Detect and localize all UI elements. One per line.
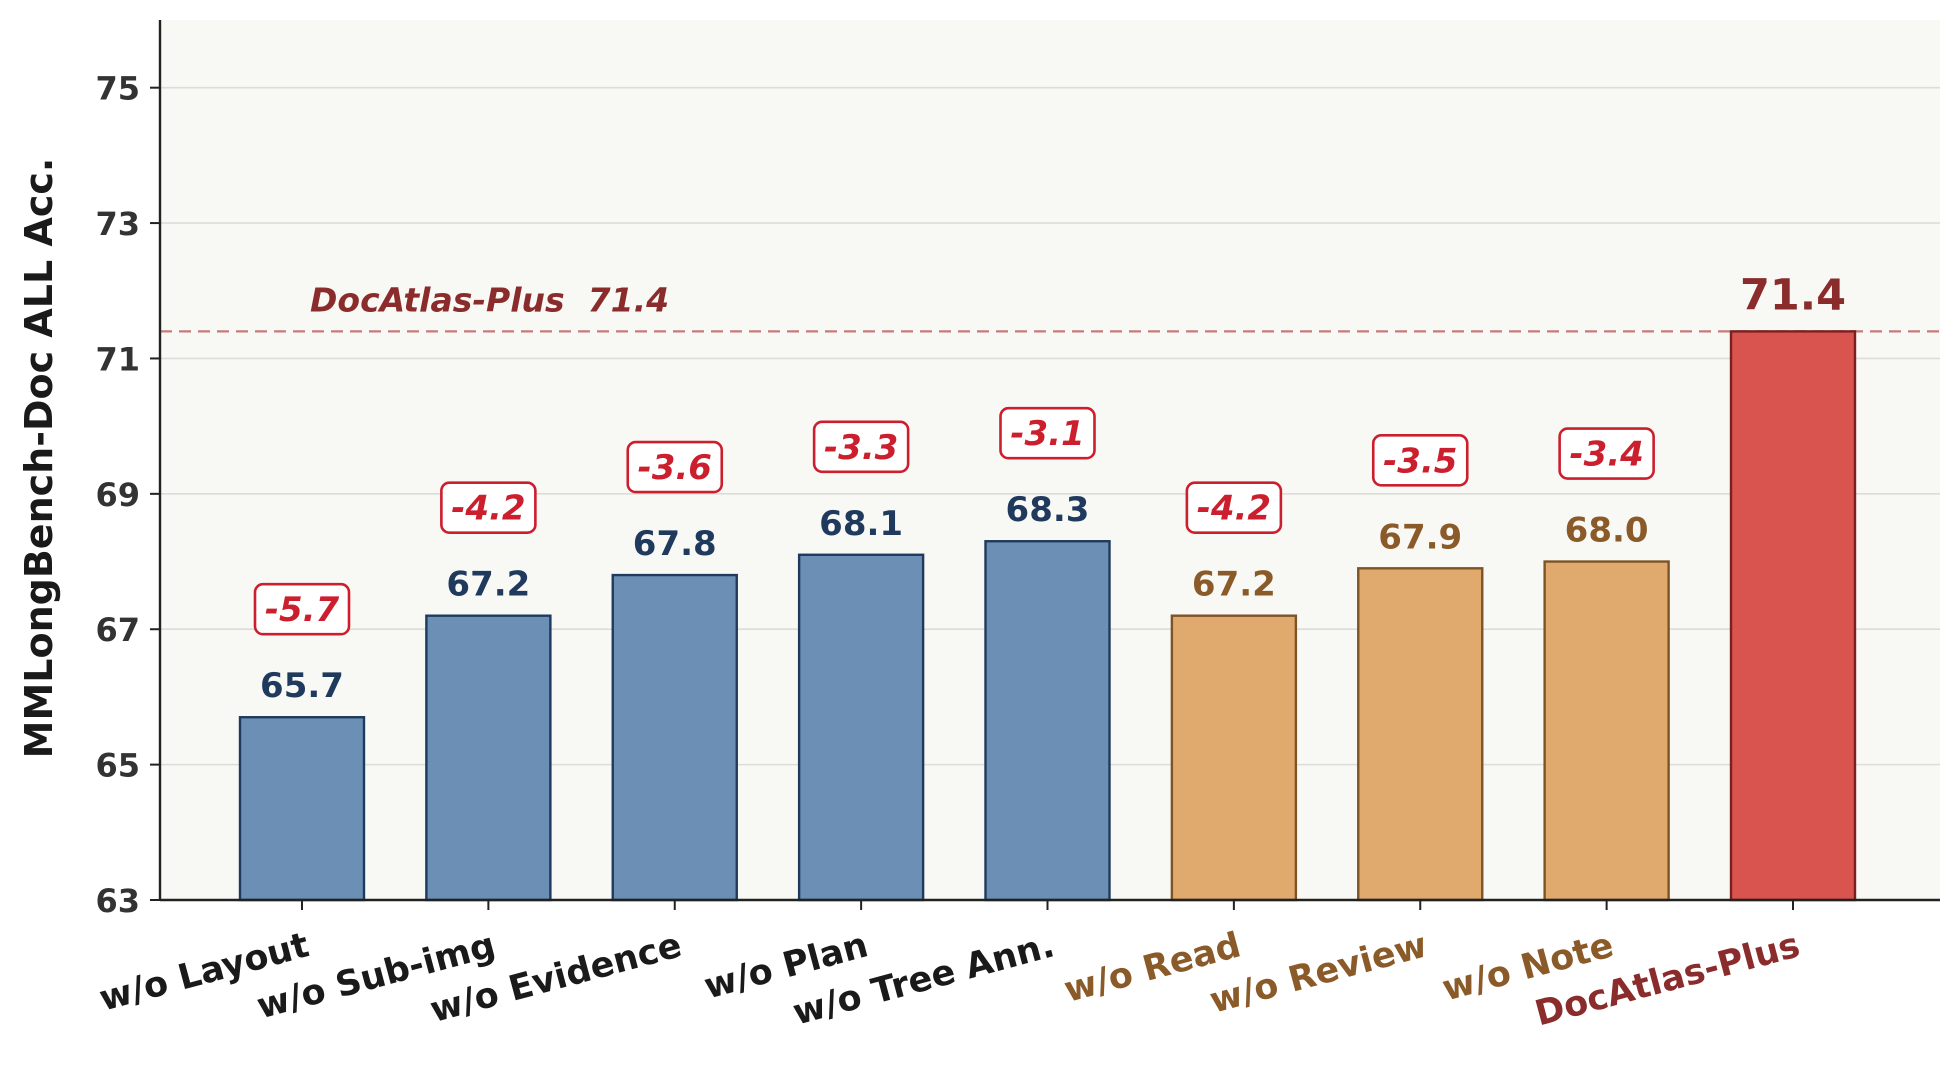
bar-value-label: 71.4 (1740, 270, 1846, 320)
delta-badge (1185, 481, 1283, 534)
delta-label: -4.2 (451, 489, 525, 529)
delta-label: -3.5 (1383, 441, 1457, 481)
delta-badge (626, 440, 724, 494)
y-tick-label: 63 (95, 882, 140, 920)
y-tick-label: 67 (95, 611, 140, 649)
delta-label: -3.3 (824, 428, 898, 468)
y-tick-label: 69 (95, 476, 140, 514)
bars: 65.7 -5.7 67.2 -4.2 67.8 -3.6 68.1 -3.3 68.3 -3.1… (238, 270, 1857, 902)
bar-value-label: 68.0 (1565, 511, 1649, 551)
bar-value-label: 68.1 (819, 504, 903, 544)
y-tick-label: 73 (95, 205, 140, 243)
delta-badge (253, 582, 351, 636)
bar (1357, 567, 1484, 902)
delta-badge (1558, 427, 1655, 480)
bar-value-label: 67.8 (633, 524, 717, 564)
bar-value-label: 67.9 (1378, 517, 1462, 557)
delta-label: -3.1 (1010, 414, 1084, 454)
bar (425, 614, 552, 902)
y-tick-label: 75 (95, 70, 140, 108)
reference-line-label: DocAtlas-Plus 71.4 (310, 280, 669, 319)
delta-label: -4.2 (1197, 489, 1271, 529)
y-axis-label: MMLongBench-Doc ALL Acc. (17, 158, 61, 759)
bar (1170, 614, 1298, 902)
y-tick-label: 71 (95, 340, 140, 378)
bar (984, 540, 1111, 902)
bar-value-label: 67.2 (446, 565, 530, 605)
bar-value-label: 65.7 (260, 666, 344, 706)
delta-label: -3.6 (638, 448, 712, 488)
bar (1729, 330, 1857, 902)
delta-badge (1371, 434, 1469, 487)
bar (611, 573, 738, 902)
bar-value-label: 68.3 (1006, 490, 1090, 530)
delta-badge (440, 481, 537, 534)
delta-label: -3.4 (1569, 435, 1643, 475)
delta-badge (812, 420, 910, 474)
bar (797, 553, 925, 902)
x-tick-label: w/o Review (1206, 925, 1432, 1021)
delta-label: -5.7 (265, 590, 340, 630)
bar (238, 716, 366, 902)
y-tick-label: 65 (95, 747, 140, 785)
delta-badge (999, 406, 1096, 460)
bar (1543, 560, 1670, 902)
bar-value-label: 67.2 (1192, 565, 1276, 605)
y-axis-ticks: 63 65 67 69 71 73 75 (95, 70, 160, 920)
